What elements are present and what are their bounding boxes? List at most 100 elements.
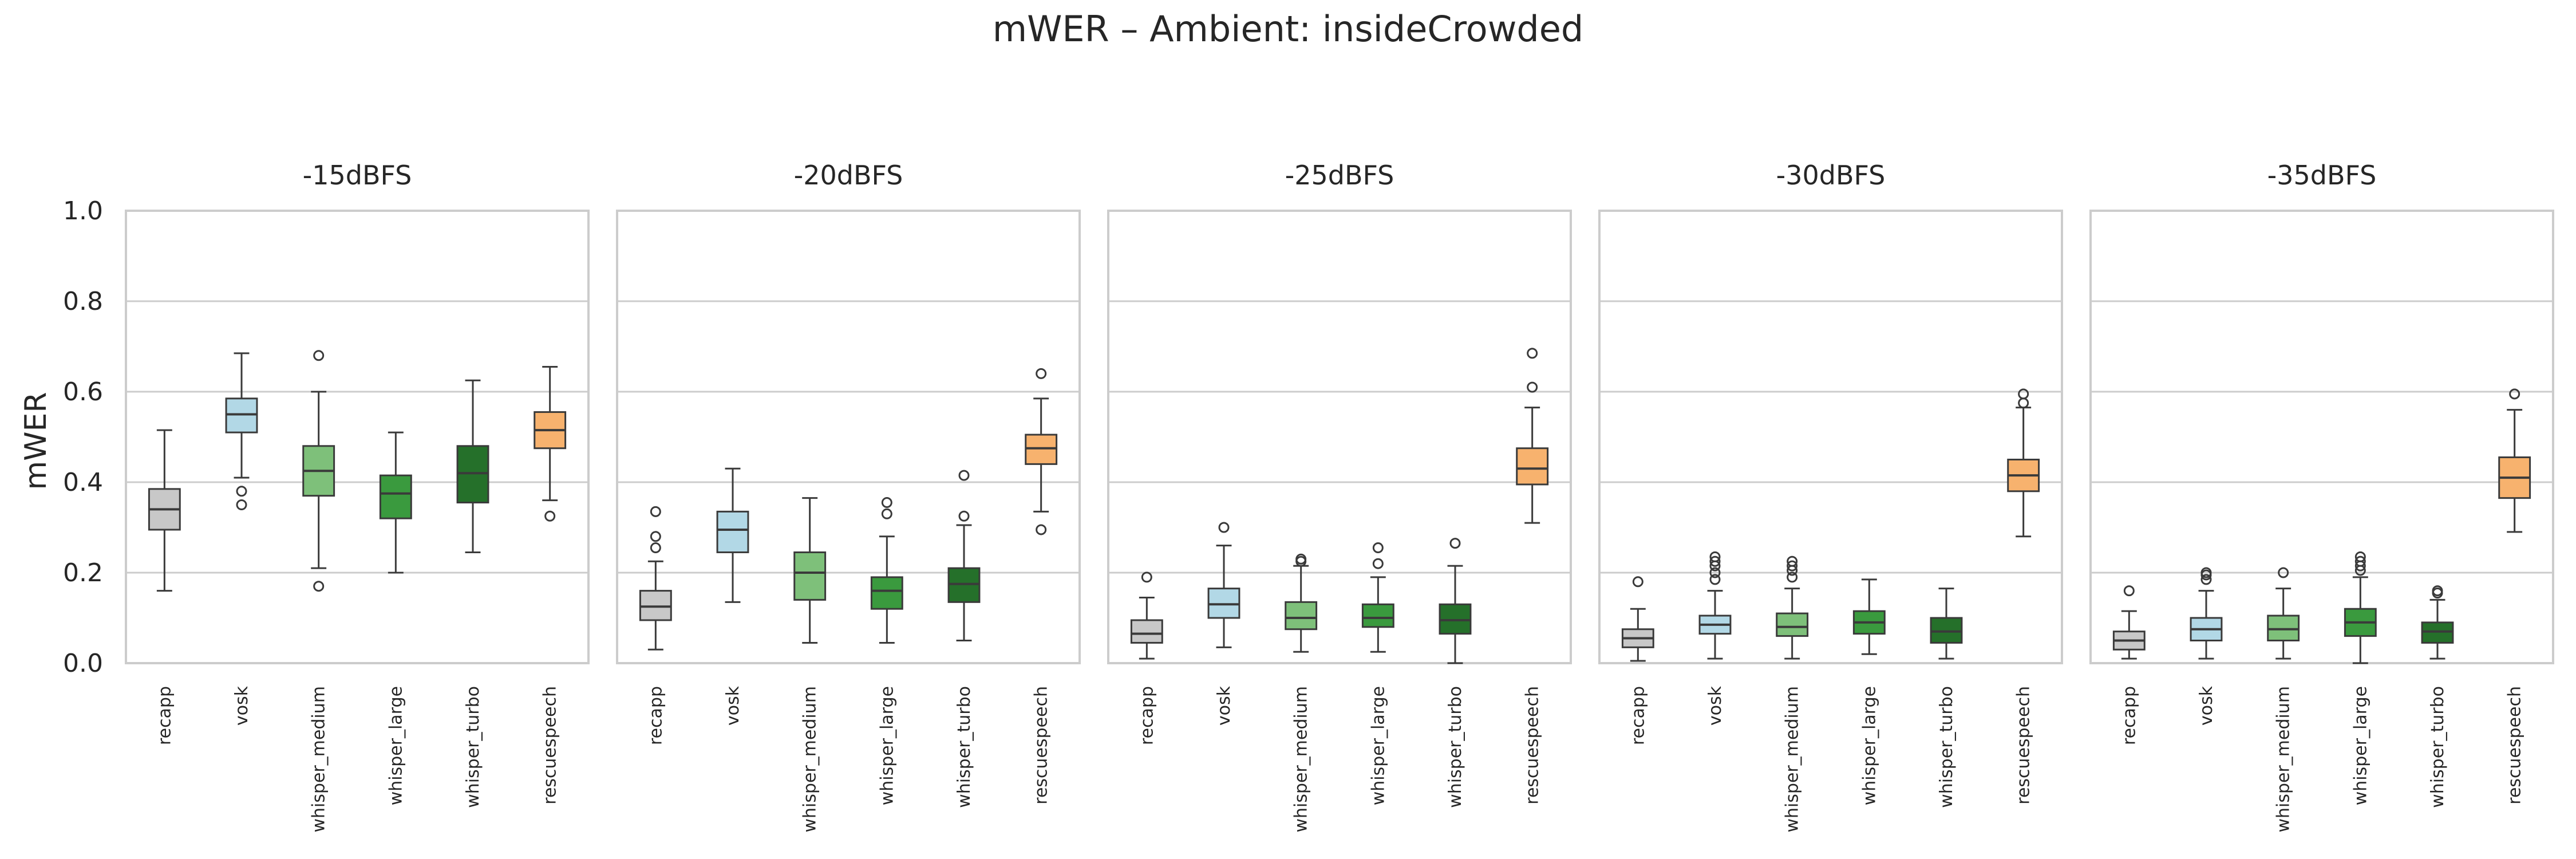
- x-tick-label: rescuespeech: [540, 686, 560, 805]
- outlier-point: [1787, 560, 1798, 572]
- outlier-point: [650, 542, 661, 554]
- x-tick-label: whisper_turbo: [2428, 686, 2448, 808]
- box-iqr: [870, 576, 903, 610]
- box-whisper_large: [870, 497, 903, 644]
- box-whisper_turbo: [947, 470, 981, 641]
- panel-background: [2091, 211, 2553, 663]
- outlier-point: [1372, 558, 1384, 569]
- panel-frame: [616, 210, 1081, 664]
- outlier-point: [1527, 381, 1538, 393]
- outlier-point: [2432, 585, 2443, 597]
- outlier-point: [544, 510, 556, 522]
- x-tick-label: rescuespeech: [2014, 686, 2034, 805]
- outlier-point: [2200, 567, 2212, 578]
- box-vosk: [1207, 522, 1240, 648]
- box-whisper_turbo: [2421, 585, 2454, 660]
- outlier-point: [1787, 555, 1798, 567]
- outlier-point: [1295, 553, 1307, 565]
- outlier-point: [2123, 585, 2135, 597]
- x-tick-label: whisper_large: [2350, 686, 2370, 805]
- y-tick-label: 0.6: [63, 377, 103, 407]
- outlier-point: [650, 531, 661, 542]
- panel-background: [126, 211, 588, 663]
- y-tick-label: 0.2: [63, 558, 103, 588]
- box-recapp: [2112, 585, 2146, 660]
- outlier-point: [1632, 576, 1643, 588]
- x-tick-label: vosk: [2196, 685, 2217, 726]
- y-tick-label: 1.0: [63, 196, 103, 226]
- x-tick-label: whisper_medium: [309, 686, 329, 833]
- box-whisper_medium: [793, 497, 827, 644]
- box-whisper_large: [1361, 542, 1394, 653]
- box-iqr: [716, 510, 749, 553]
- x-tick-label: vosk: [232, 685, 252, 726]
- box-recapp: [1130, 572, 1163, 660]
- x-tick-label: recapp: [646, 686, 666, 745]
- outlier-point: [958, 510, 970, 522]
- y-tick-label: 0.8: [63, 287, 103, 316]
- x-tick-label: vosk: [1214, 685, 1234, 726]
- outlier-point: [1709, 574, 1721, 585]
- box-whisper_large: [1852, 578, 1886, 655]
- outlier-point: [958, 470, 970, 481]
- outlier-point: [1709, 555, 1721, 567]
- x-tick-label: whisper_large: [1368, 686, 1388, 805]
- box-whisper_large: [379, 431, 412, 574]
- outlier-point: [2200, 574, 2212, 585]
- panel-3: -30dBFS recapp vosk whisper_medium whisper_l…: [1598, 160, 2063, 833]
- x-tick-label: whisper_medium: [1291, 686, 1311, 833]
- x-tick-label: rescuespeech: [2505, 686, 2525, 805]
- box-whisper_large: [2344, 551, 2377, 664]
- panel-0: -15dBFS 0.0 0.2 0.4 0.6 0.8 1.0 recapp vosk whisp…: [63, 160, 590, 833]
- x-tick-label: whisper_large: [1859, 686, 1879, 805]
- box-iqr: [1130, 619, 1163, 644]
- box-recapp: [1621, 576, 1654, 662]
- outlier-point: [881, 508, 892, 519]
- outlier-point: [1709, 567, 1721, 578]
- box-rescuespeech: [534, 366, 567, 522]
- x-tick-label: vosk: [1705, 685, 1725, 726]
- y-axis-label: mWER: [19, 392, 53, 490]
- box-iqr: [1776, 612, 1809, 637]
- box-iqr: [793, 551, 827, 601]
- outlier-point: [1372, 542, 1384, 554]
- panel-background: [1108, 211, 1571, 663]
- outlier-point: [650, 506, 661, 517]
- figure-title: mWER – Ambient: insideCrowded: [993, 8, 1584, 50]
- x-tick-label: whisper_turbo: [463, 686, 483, 808]
- x-tick-label: recapp: [155, 686, 175, 745]
- panel-frame: [1107, 210, 1572, 664]
- outlier-point: [1787, 572, 1798, 583]
- panel-title: -25dBFS: [1285, 160, 1394, 191]
- panel-title: -35dBFS: [2267, 160, 2377, 191]
- x-tick-label: rescuespeech: [1523, 686, 1543, 805]
- box-iqr: [1285, 601, 1318, 631]
- panel-title: -20dBFS: [794, 160, 903, 191]
- outlier-point: [313, 581, 325, 592]
- outlier-point: [1527, 348, 1538, 359]
- box-iqr: [1361, 603, 1394, 628]
- outlier-point: [313, 350, 325, 361]
- outlier-point: [1036, 368, 1047, 379]
- box-whisper_medium: [1285, 553, 1318, 653]
- x-tick-label: whisper_medium: [2274, 686, 2294, 833]
- panel-frame: [1598, 210, 2063, 664]
- box-whisper_turbo: [1930, 588, 1963, 660]
- box-vosk: [225, 352, 258, 510]
- x-tick-label: whisper_medium: [800, 686, 820, 833]
- box-vosk: [1698, 551, 1732, 660]
- x-tick-label: vosk: [723, 685, 743, 726]
- outlier-point: [1036, 524, 1047, 535]
- panel-title: -15dBFS: [303, 160, 412, 191]
- box-rescuespeech: [2007, 388, 2040, 538]
- y-tick-label: 0.4: [63, 468, 103, 497]
- panel-2: -25dBFS recapp vosk whisper_medium whisper_l…: [1107, 160, 1572, 833]
- outlier-point: [2509, 388, 2520, 400]
- outlier-point: [1218, 522, 1230, 533]
- outlier-point: [2354, 555, 2366, 567]
- outlier-point: [881, 497, 892, 509]
- outlier-point: [2278, 567, 2289, 578]
- box-whisper_medium: [302, 350, 335, 592]
- box-whisper_medium: [1776, 555, 1809, 660]
